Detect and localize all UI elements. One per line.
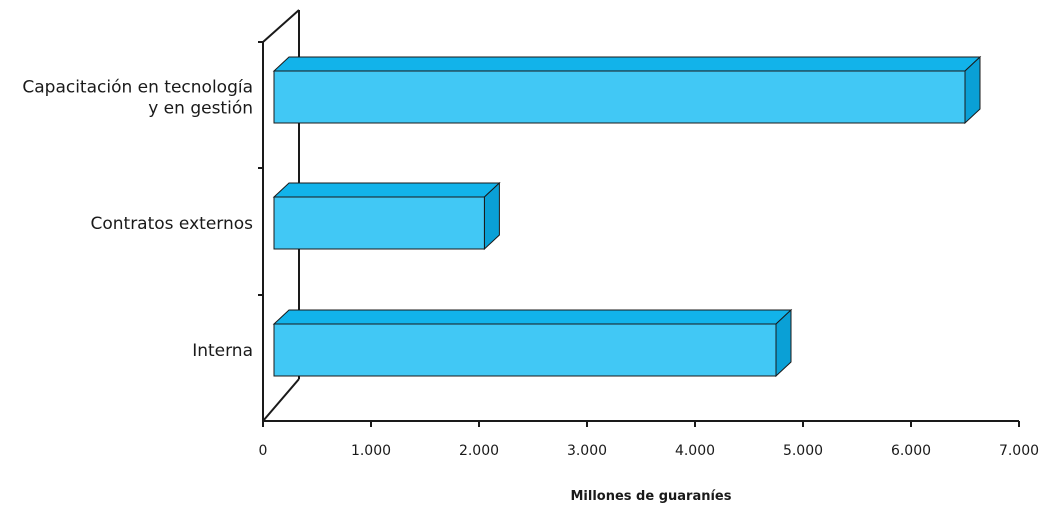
category-label-line: Contratos externos [90,214,253,234]
floor-diagonal-line [262,378,300,422]
x-tick-label-2: 2.000 [459,443,499,459]
x-tick-label-5: 5.000 [783,443,823,459]
category-label-0: Capacitación en tecnología y en gestión [22,78,253,119]
bar-1 [272,181,501,251]
bar-front-face [273,323,777,377]
category-label-line: Interna [192,341,253,361]
x-tick-labels: 0 1.000 2.000 3.000 4.000 5.000 6.000 7.000 [259,443,1040,459]
bar-0 [272,55,982,125]
chart-bars [272,55,982,378]
x-tick-label-7: 7.000 [999,443,1039,459]
category-label-1: Contratos externos [90,214,253,234]
category-label-line: Capacitación en tecnología [22,78,253,98]
x-tick-label-6: 6.000 [891,443,931,459]
x-axis-title: Millones de guaraníes [570,489,731,504]
bar-front-face [273,196,485,250]
category-labels: Capacitación en tecnología y en gestión Co… [22,78,253,362]
x-tick-label-1: 1.000 [351,443,391,459]
bar-top-face [272,56,982,72]
x-tick-label-3: 3.000 [567,443,607,459]
category-label-2: Interna [192,341,253,361]
bar-2 [272,308,793,378]
bar-top-face [272,309,793,325]
bar-top-face [272,182,501,198]
top-diagonal-line [262,9,300,43]
x-tick-label-0: 0 [259,443,268,459]
category-label-line: y en gestión [148,99,253,119]
bar-front-face [273,70,966,124]
x-tick-label-4: 4.000 [675,443,715,459]
